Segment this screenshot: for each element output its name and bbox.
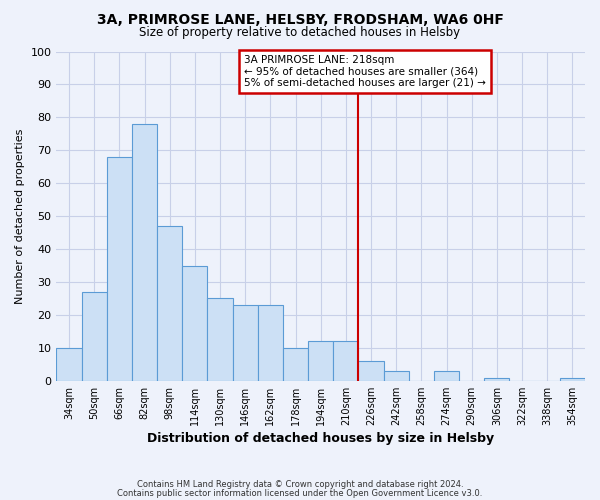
Bar bbox=[358, 361, 383, 381]
Bar bbox=[560, 378, 585, 381]
Text: 3A, PRIMROSE LANE, HELSBY, FRODSHAM, WA6 0HF: 3A, PRIMROSE LANE, HELSBY, FRODSHAM, WA6… bbox=[97, 12, 503, 26]
Bar bbox=[157, 226, 182, 381]
Text: Size of property relative to detached houses in Helsby: Size of property relative to detached ho… bbox=[139, 26, 461, 39]
Bar bbox=[132, 124, 157, 381]
Bar bbox=[182, 266, 208, 381]
Bar bbox=[208, 298, 233, 381]
Bar bbox=[333, 342, 358, 381]
Bar bbox=[258, 305, 283, 381]
Bar bbox=[56, 348, 82, 381]
Bar bbox=[82, 292, 107, 381]
Text: Contains HM Land Registry data © Crown copyright and database right 2024.: Contains HM Land Registry data © Crown c… bbox=[137, 480, 463, 489]
Text: Contains public sector information licensed under the Open Government Licence v3: Contains public sector information licen… bbox=[118, 488, 482, 498]
Y-axis label: Number of detached properties: Number of detached properties bbox=[15, 128, 25, 304]
Bar bbox=[434, 371, 459, 381]
Bar bbox=[383, 371, 409, 381]
Text: 3A PRIMROSE LANE: 218sqm
← 95% of detached houses are smaller (364)
5% of semi-d: 3A PRIMROSE LANE: 218sqm ← 95% of detach… bbox=[244, 55, 486, 88]
Bar bbox=[283, 348, 308, 381]
X-axis label: Distribution of detached houses by size in Helsby: Distribution of detached houses by size … bbox=[147, 432, 494, 445]
Bar bbox=[484, 378, 509, 381]
Bar bbox=[107, 157, 132, 381]
Bar bbox=[233, 305, 258, 381]
Bar bbox=[308, 342, 333, 381]
